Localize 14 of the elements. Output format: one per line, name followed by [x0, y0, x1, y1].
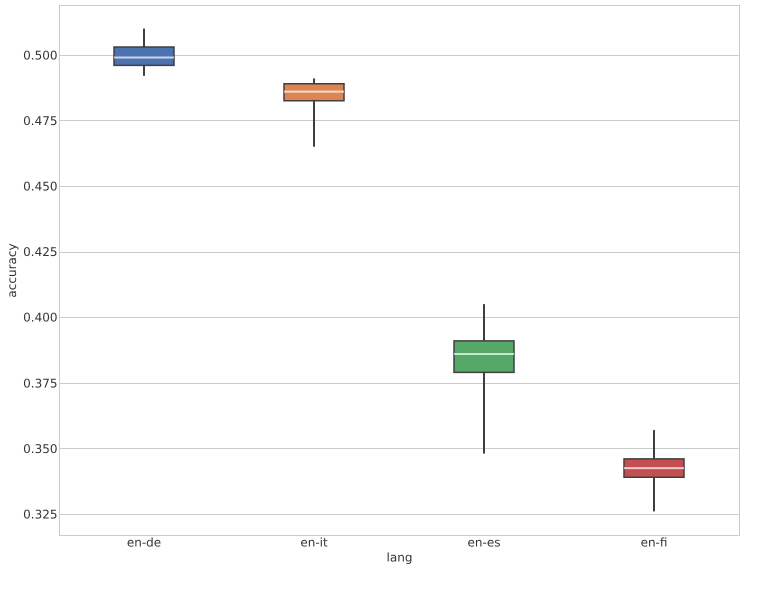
x-axis-title: lang — [386, 550, 412, 564]
x-tick-label: en-es — [468, 536, 500, 550]
y-tick-label: 0.400 — [23, 310, 58, 325]
y-tick-label: 0.375 — [23, 376, 58, 390]
y-tick-label: 0.325 — [23, 508, 58, 522]
y-tick-label: 0.475 — [23, 114, 58, 128]
y-tick-label: 0.425 — [23, 245, 58, 260]
y-tick-label: 0.350 — [23, 442, 58, 456]
x-tick-label: en-it — [300, 536, 328, 550]
x-tick-label: en-de — [126, 536, 162, 550]
y-tick-label: 0.450 — [23, 180, 58, 194]
x-tick-label: en-fi — [640, 536, 668, 550]
y-tick-label: 0.500 — [23, 48, 58, 62]
y-axis-title: accuracy — [5, 243, 20, 298]
